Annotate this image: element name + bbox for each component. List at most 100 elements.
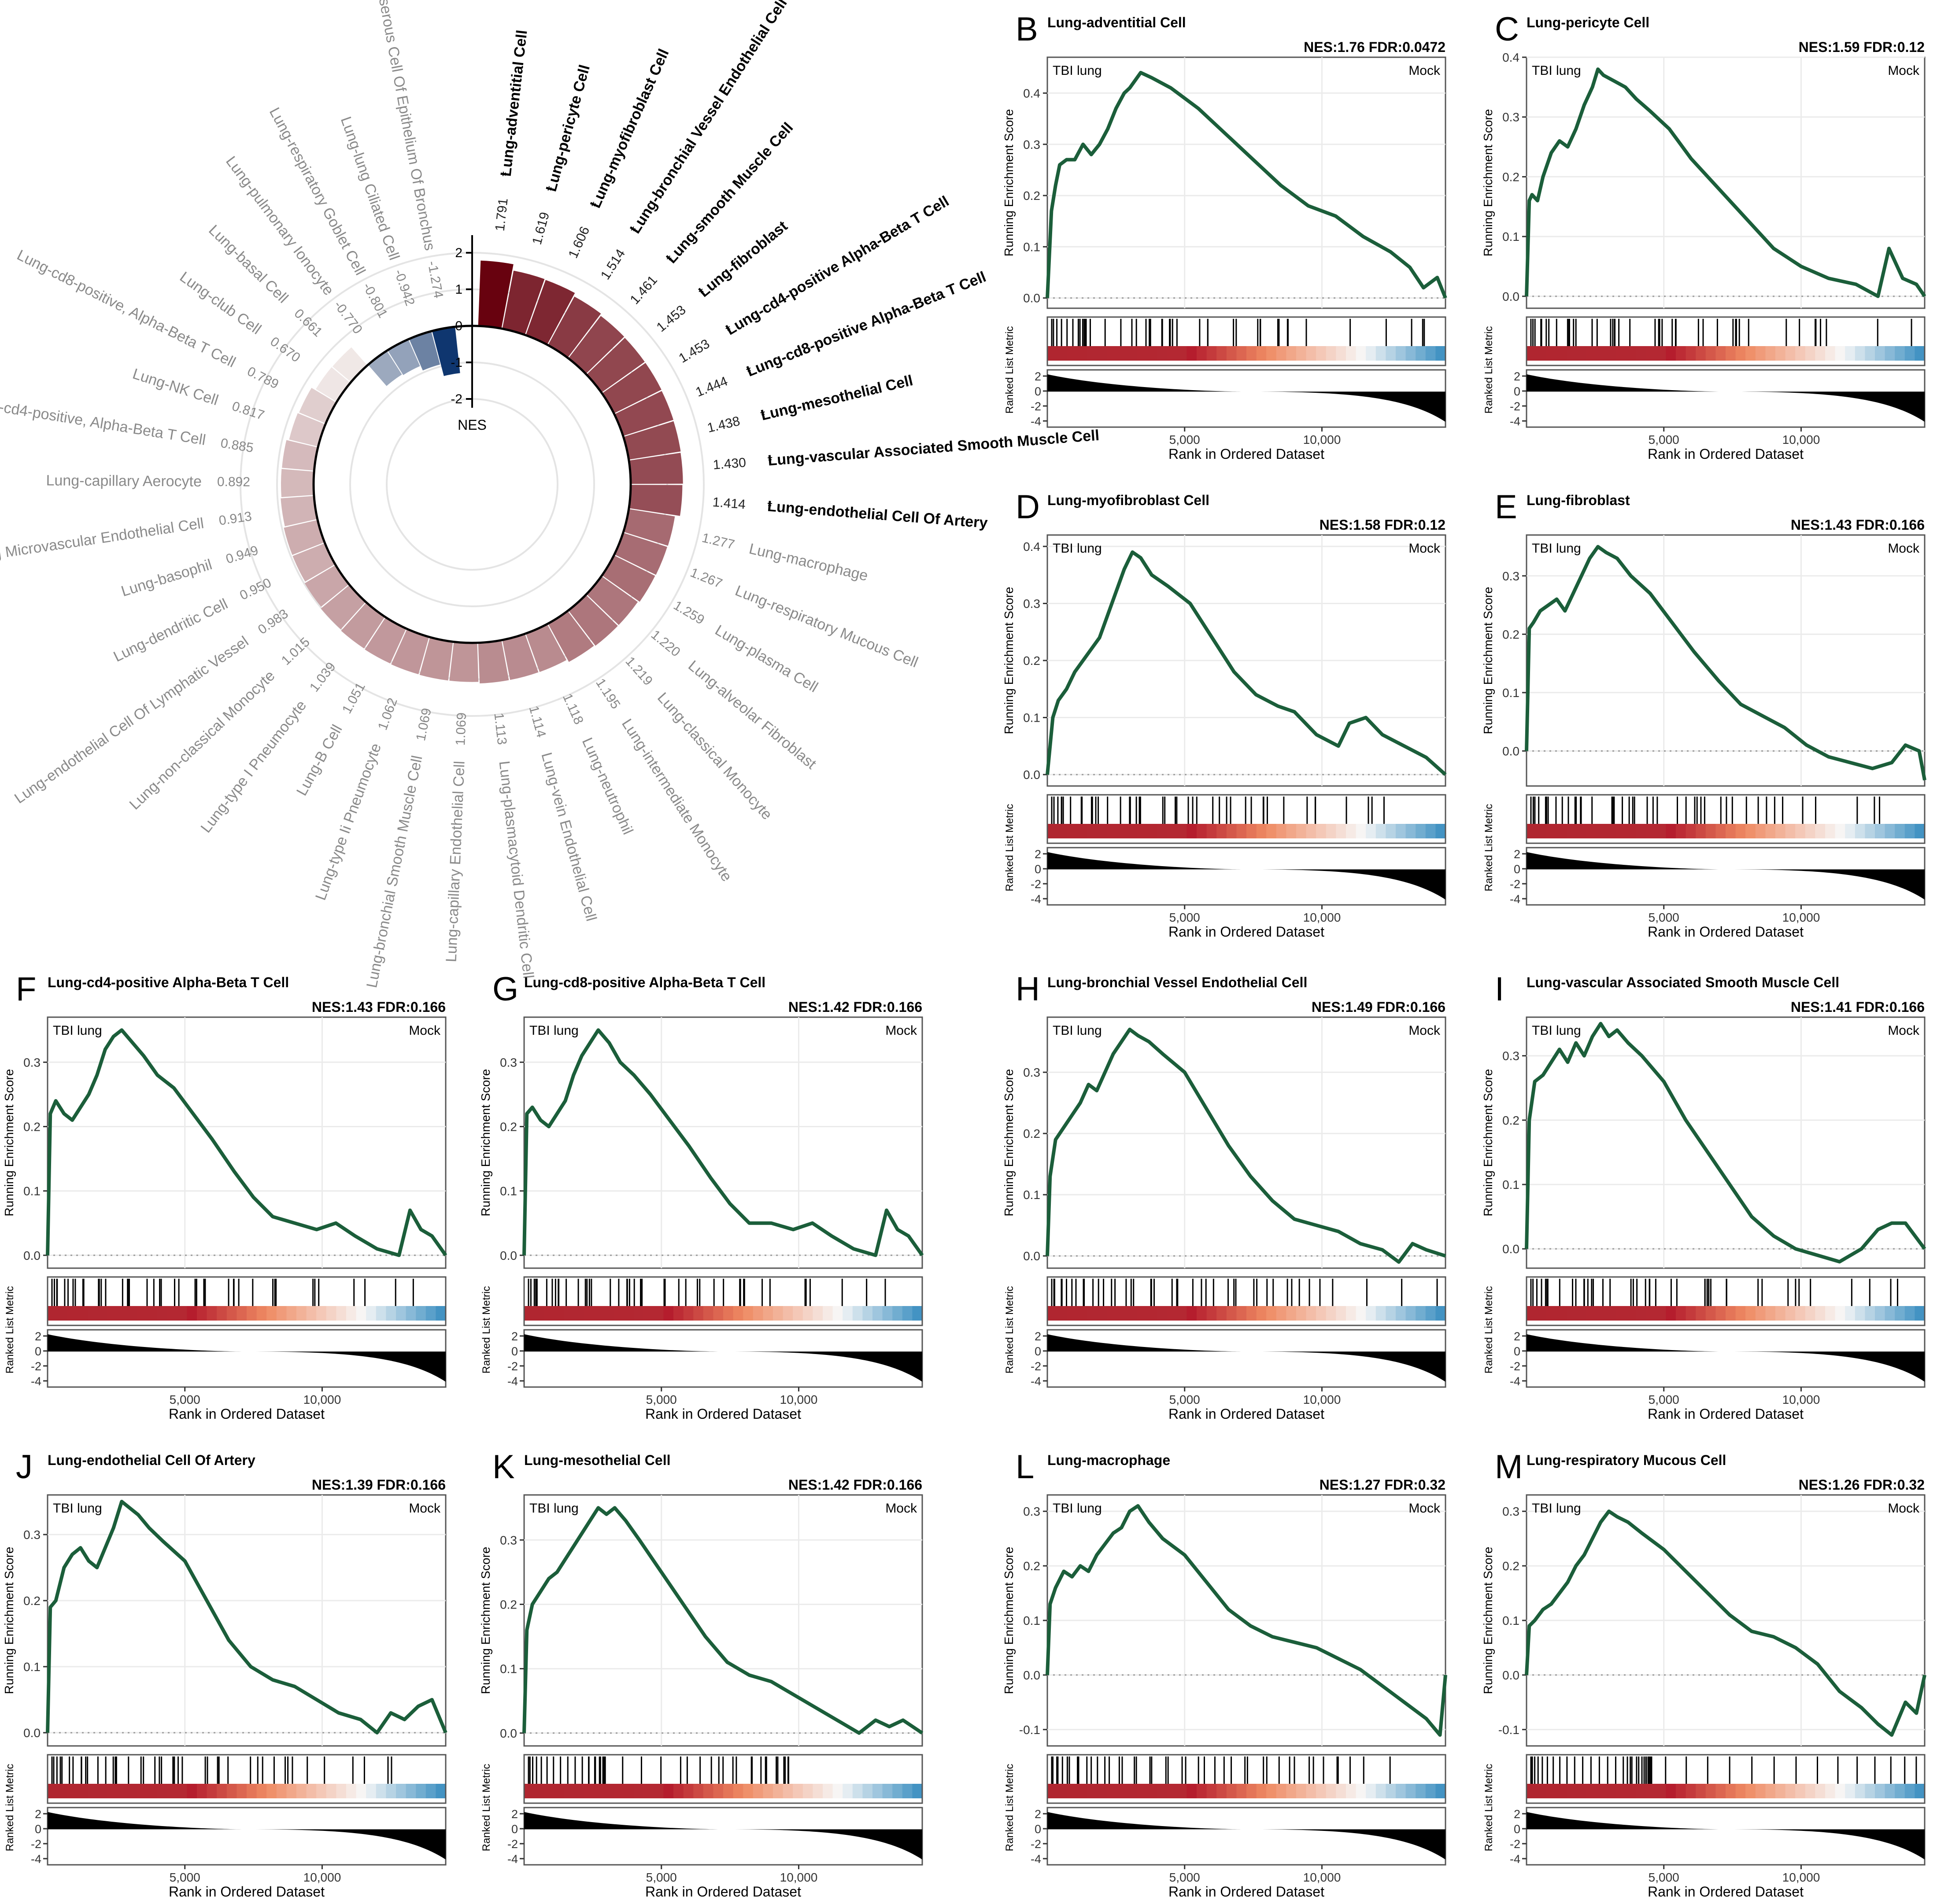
metric-band (1735, 1306, 1746, 1321)
value-label: 1.514 (598, 247, 628, 282)
metric-band (614, 1306, 624, 1321)
y-tick-label: 0.2 (1023, 1127, 1040, 1140)
right-group-label: Mock (1888, 1501, 1920, 1516)
metric-band (574, 1306, 584, 1321)
metric-band (783, 1784, 794, 1798)
y-tick-label: 0.2 (23, 1120, 41, 1133)
bar (623, 509, 675, 546)
metric-band (1326, 824, 1337, 838)
metric-band (1137, 1306, 1147, 1321)
metric-band (733, 1784, 744, 1798)
metric-band (97, 1306, 108, 1321)
y-axis-label: Running Enrichment Score (1481, 587, 1495, 734)
right-group-label: Mock (885, 1023, 917, 1038)
x-tick-label: 10,000 (1303, 1393, 1341, 1406)
metric-band (1197, 1306, 1207, 1321)
metric-band (594, 1306, 604, 1321)
y-tick-label: 0.2 (1502, 1114, 1519, 1127)
value-label: -1.274 (425, 260, 446, 299)
metric-band (1266, 824, 1277, 838)
y-tick-label: 0.3 (1502, 1505, 1519, 1518)
metric-band (1316, 1784, 1327, 1798)
metric-tick-label: -4 (1031, 893, 1041, 906)
value-label: 1.118 (560, 691, 586, 727)
metric-tick-label: -4 (1510, 415, 1520, 428)
metric-band (1435, 346, 1446, 361)
metric-band (1616, 1784, 1626, 1798)
metric-band (1536, 1784, 1547, 1798)
metric-band (1646, 1784, 1656, 1798)
metric-band (693, 1306, 704, 1321)
metric-band (1626, 346, 1637, 361)
y-axis-label: Running Enrichment Score (479, 1069, 492, 1217)
metric-band (286, 1306, 297, 1321)
metric-band (416, 1784, 426, 1798)
x-axis-label: Rank in Ordered Dataset (645, 1406, 801, 1422)
enrichment-line (1046, 550, 1447, 776)
metric-band (882, 1784, 893, 1798)
hit-strip-frame (1526, 316, 1926, 366)
metric-band (1915, 346, 1925, 361)
hit-strip-frame (1046, 1276, 1446, 1326)
metric-axis-label: Ranked List Metric (481, 1286, 492, 1374)
metric-band (1606, 824, 1617, 838)
metric-band (544, 1784, 554, 1798)
y-tick-label: 0.2 (1502, 627, 1519, 641)
bar (281, 496, 318, 527)
metric-band (912, 1306, 923, 1321)
y-tick-label: 0.0 (1023, 292, 1040, 305)
metric-band (1425, 1306, 1436, 1321)
bar (586, 576, 638, 625)
metric-band (743, 1306, 754, 1321)
category-label: Lung-macrophage (747, 540, 869, 584)
y-tick-label: 0.0 (1502, 1668, 1519, 1682)
metric-band (1405, 1306, 1416, 1321)
value-label: 1.791 (493, 197, 511, 232)
metric-band (1656, 1306, 1667, 1321)
panel-letter: B (1016, 11, 1038, 48)
right-group-label: Mock (409, 1501, 441, 1516)
metric-band (1256, 1784, 1267, 1798)
metric-band (1835, 1784, 1846, 1798)
panel-stats: NES:1.39 FDR:0.166 (312, 1477, 446, 1493)
value-label: 1.430 (713, 455, 747, 472)
panel-letter: K (492, 1448, 515, 1486)
score-plot-frame (1526, 534, 1926, 787)
metric-band (1286, 1784, 1297, 1798)
metric-band (1895, 346, 1905, 361)
metric-band (336, 1306, 347, 1321)
metric-band (147, 1784, 158, 1798)
metric-band (1755, 1784, 1766, 1798)
x-tick-label: 5,000 (170, 1393, 200, 1406)
metric-band (276, 1306, 287, 1321)
metric-band (802, 1784, 813, 1798)
panel-e: E Lung-fibroblast NES:1.43 FDR:0.166 0.0 0.1… (1481, 488, 1926, 940)
metric-band (1127, 1306, 1138, 1321)
metric-band (1805, 1784, 1816, 1798)
left-group-label: TBI lung (529, 1501, 579, 1516)
enrichment-line (522, 1028, 924, 1257)
metric-band (1825, 346, 1836, 361)
metric-band (793, 1306, 803, 1321)
enrichment-line (1046, 1504, 1447, 1737)
x-axis-label: Rank in Ordered Dataset (645, 1884, 801, 1900)
metric-band (1835, 346, 1846, 361)
metric-band (633, 1306, 644, 1321)
panel-letter: M (1495, 1448, 1523, 1486)
metric-band (187, 1784, 197, 1798)
metric-band (1256, 1306, 1267, 1321)
metric-band (1107, 1306, 1118, 1321)
metric-band (217, 1784, 227, 1798)
metric-band (1895, 824, 1905, 838)
metric-tick-label: 0 (1514, 863, 1520, 876)
metric-band (862, 1784, 873, 1798)
metric-band (237, 1784, 247, 1798)
panel-stats: NES:1.59 FDR:0.12 (1799, 39, 1925, 55)
metric-band (1726, 824, 1736, 838)
metric-band (1396, 1784, 1406, 1798)
metric-band (1416, 1306, 1426, 1321)
metric-band (1147, 1306, 1157, 1321)
metric-band (316, 1784, 327, 1798)
metric-band (57, 1306, 68, 1321)
right-group-label: Mock (1408, 1501, 1441, 1516)
